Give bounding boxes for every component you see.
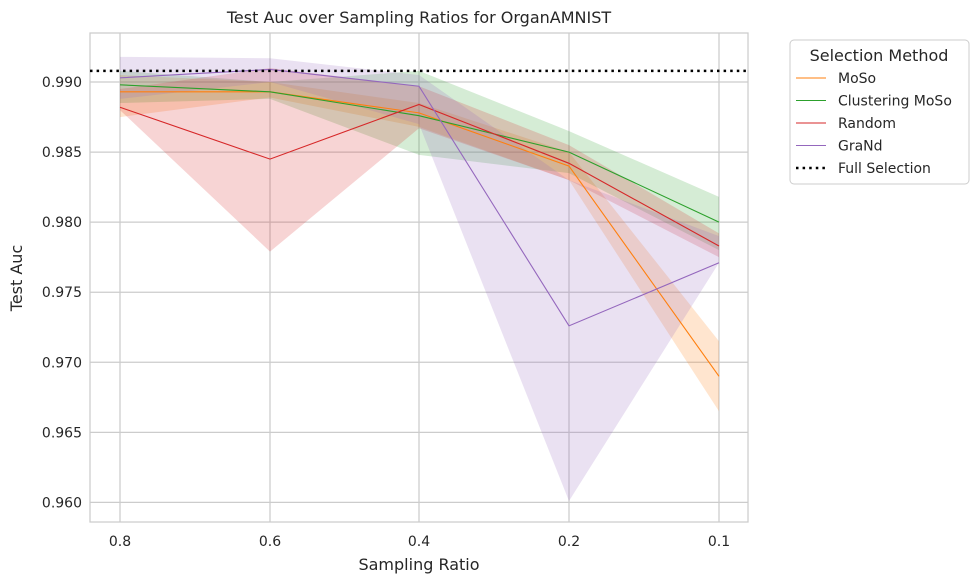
- moso-band: [120, 75, 719, 412]
- clustering-moso-band: [120, 70, 719, 251]
- y-tick-label: 0.980: [42, 215, 82, 231]
- chart-title: Test Auc over Sampling Ratios for OrganA…: [226, 8, 611, 27]
- legend-title: Selection Method: [810, 46, 949, 65]
- legend-label-random: Random: [838, 116, 896, 132]
- legend-label-clustering-moso: Clustering MoSo: [838, 94, 952, 110]
- grid: [90, 33, 748, 522]
- x-axis: 0.8 0.6 0.4 0.2 0.1: [109, 534, 730, 550]
- x-axis-title: Sampling Ratio: [358, 555, 479, 574]
- legend: Selection Method MoSo Clustering MoSo Rand…: [789, 39, 970, 185]
- y-tick-label: 0.975: [42, 285, 82, 301]
- x-tick-label: 0.2: [558, 534, 580, 550]
- x-tick-label: 0.8: [109, 534, 131, 550]
- x-tick-label: 0.1: [708, 534, 730, 550]
- y-tick-label: 0.965: [42, 425, 82, 441]
- x-tick-label: 0.4: [408, 534, 430, 550]
- legend-frame: [789, 39, 970, 185]
- y-tick-label: 0.970: [42, 355, 82, 371]
- confidence-bands: [120, 56, 719, 501]
- y-axis: 0.960 0.965 0.970 0.975 0.980 0.985 0.990: [42, 75, 82, 511]
- series-lines: [90, 68, 748, 377]
- random-line: [119, 103, 720, 247]
- grand-line: [119, 68, 720, 327]
- y-tick-label: 0.990: [42, 75, 82, 91]
- random-band: [120, 68, 719, 258]
- legend-label-grand: GraNd: [838, 139, 883, 155]
- y-tick-label: 0.960: [42, 495, 82, 511]
- x-tick-label: 0.6: [259, 534, 281, 550]
- clustering-moso-line: [119, 84, 720, 223]
- legend-label-full-selection: Full Selection: [838, 161, 931, 177]
- y-tick-label: 0.985: [42, 145, 82, 161]
- legend-label-moso: MoSo: [838, 71, 876, 87]
- grand-band: [120, 56, 719, 501]
- y-axis-title: Test Auc: [7, 245, 26, 312]
- moso-line: [120, 91, 720, 377]
